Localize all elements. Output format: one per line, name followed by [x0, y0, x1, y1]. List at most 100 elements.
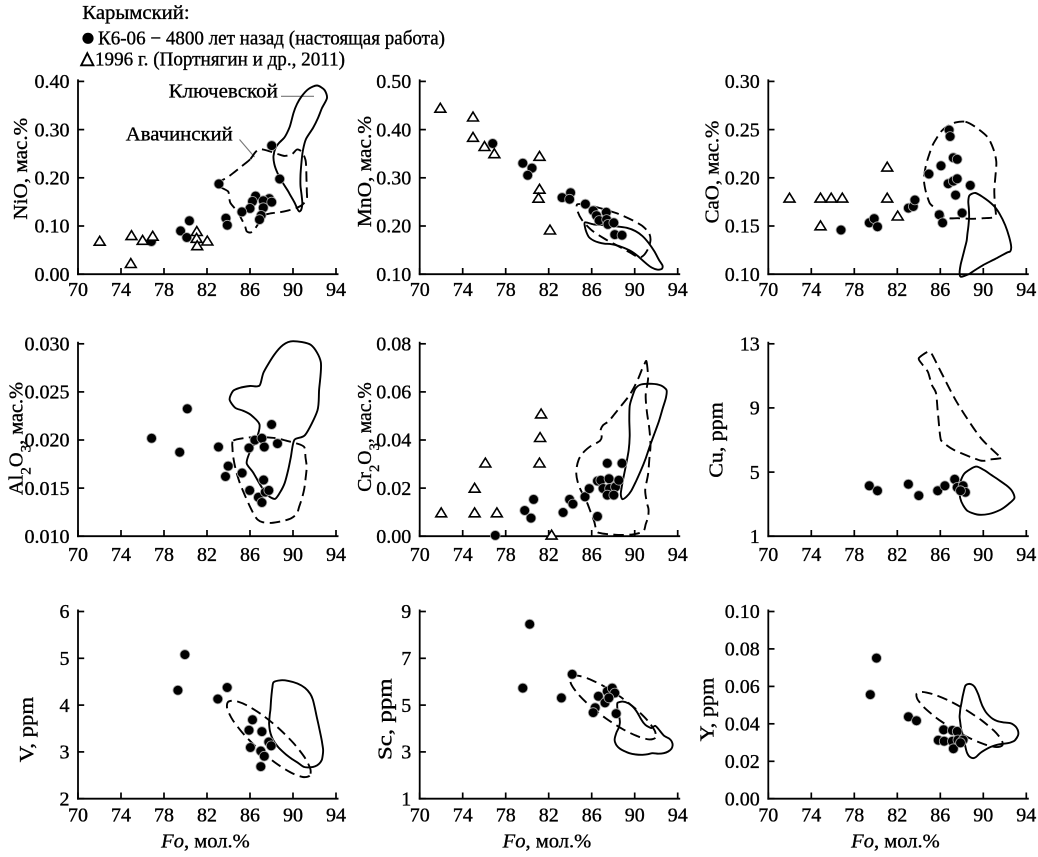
svg-text:Fo, мол.%: Fo, мол.% — [502, 830, 592, 852]
svg-text:90: 90 — [283, 805, 303, 827]
svg-text:90: 90 — [973, 805, 993, 827]
svg-text:Карымский:: Карымский: — [82, 2, 189, 24]
svg-text:0.10: 0.10 — [376, 264, 411, 286]
svg-text:74: 74 — [801, 279, 821, 301]
svg-text:82: 82 — [197, 544, 217, 566]
svg-text:70: 70 — [68, 544, 88, 566]
svg-text:74: 74 — [453, 805, 473, 827]
svg-text:3: 3 — [401, 742, 411, 764]
svg-text:82: 82 — [197, 805, 217, 827]
svg-text:94: 94 — [1016, 279, 1036, 301]
svg-text:94: 94 — [1016, 805, 1036, 827]
svg-text:13: 13 — [740, 334, 760, 356]
svg-text:78: 78 — [844, 805, 864, 827]
svg-text:86: 86 — [240, 544, 260, 566]
svg-text:0.08: 0.08 — [376, 334, 411, 356]
svg-text:70: 70 — [410, 805, 430, 827]
svg-text:70: 70 — [758, 544, 778, 566]
svg-text:82: 82 — [887, 279, 907, 301]
svg-text:0.10: 0.10 — [725, 264, 760, 286]
svg-text:82: 82 — [197, 279, 217, 301]
svg-text:90: 90 — [973, 279, 993, 301]
svg-text:78: 78 — [496, 805, 516, 827]
svg-text:0.20: 0.20 — [376, 216, 411, 238]
svg-text:9: 9 — [401, 601, 411, 623]
svg-text:70: 70 — [410, 544, 430, 566]
svg-text:90: 90 — [625, 279, 645, 301]
svg-text:70: 70 — [68, 279, 88, 301]
svg-text:1: 1 — [401, 788, 411, 810]
svg-text:9: 9 — [750, 398, 760, 420]
svg-text:5: 5 — [750, 462, 760, 484]
svg-text:0.40: 0.40 — [35, 71, 70, 93]
svg-text:70: 70 — [68, 805, 88, 827]
svg-text:0.10: 0.10 — [35, 216, 70, 238]
svg-text:0.02: 0.02 — [376, 478, 411, 500]
svg-text:4: 4 — [60, 695, 70, 717]
svg-text:94: 94 — [668, 279, 688, 301]
svg-text:0.15: 0.15 — [725, 216, 760, 238]
svg-text:78: 78 — [154, 805, 174, 827]
svg-text:94: 94 — [668, 805, 688, 827]
svg-text:78: 78 — [496, 279, 516, 301]
svg-text:0.010: 0.010 — [25, 526, 70, 548]
svg-text:70: 70 — [758, 279, 778, 301]
svg-text:90: 90 — [625, 805, 645, 827]
svg-text:Ключевской: Ключевской — [169, 80, 279, 102]
svg-text:74: 74 — [111, 805, 131, 827]
svg-text:94: 94 — [668, 544, 688, 566]
svg-text:Авачинский: Авачинский — [126, 123, 233, 145]
svg-text:86: 86 — [582, 279, 602, 301]
svg-text:86: 86 — [582, 544, 602, 566]
svg-text:Cu, ppm: Cu, ppm — [706, 402, 728, 478]
svg-text:78: 78 — [496, 544, 516, 566]
svg-text:86: 86 — [930, 805, 950, 827]
svg-text:0.20: 0.20 — [35, 168, 70, 190]
svg-text:К6-06 − 4800 лет назад (настоя: К6-06 − 4800 лет назад (настоящая работа… — [98, 27, 445, 49]
svg-text:90: 90 — [283, 279, 303, 301]
svg-text:74: 74 — [453, 544, 473, 566]
svg-text:94: 94 — [326, 279, 346, 301]
svg-text:90: 90 — [625, 544, 645, 566]
svg-text:MnO, мас.%: MnO, мас.% — [354, 116, 376, 227]
svg-text:Sc, ppm: Sc, ppm — [375, 678, 397, 760]
svg-text:74: 74 — [111, 544, 131, 566]
svg-text:0.20: 0.20 — [725, 168, 760, 190]
svg-text:1: 1 — [750, 526, 760, 548]
svg-text:0.04: 0.04 — [376, 430, 411, 452]
svg-text:74: 74 — [453, 279, 473, 301]
svg-text:0.30: 0.30 — [35, 119, 70, 141]
svg-text:7: 7 — [401, 648, 411, 670]
svg-text:94: 94 — [1016, 544, 1036, 566]
svg-text:Y, ppm: Y, ppm — [697, 677, 719, 741]
svg-text:6: 6 — [60, 601, 70, 623]
svg-text:0.25: 0.25 — [725, 119, 760, 141]
svg-text:86: 86 — [930, 544, 950, 566]
svg-text:86: 86 — [582, 805, 602, 827]
svg-text:82: 82 — [539, 805, 559, 827]
svg-text:70: 70 — [758, 805, 778, 827]
svg-text:0.00: 0.00 — [35, 264, 70, 286]
svg-text:74: 74 — [111, 279, 131, 301]
svg-text:2: 2 — [60, 788, 70, 810]
svg-text:78: 78 — [154, 279, 174, 301]
svg-text:0.30: 0.30 — [725, 71, 760, 93]
svg-text:0.06: 0.06 — [376, 382, 411, 404]
svg-text:0.02: 0.02 — [725, 751, 760, 773]
svg-text:0.025: 0.025 — [25, 382, 70, 404]
svg-text:CaO, мас.%: CaO, мас.% — [702, 121, 724, 224]
svg-text:1996 г. (Портнягин и др., 2011: 1996 г. (Портнягин и др., 2011) — [95, 48, 345, 70]
svg-text:74: 74 — [801, 805, 821, 827]
svg-text:Fo, мол.%: Fo, мол.% — [160, 830, 250, 852]
svg-text:82: 82 — [887, 544, 907, 566]
svg-text:NiO, мас.%: NiO, мас.% — [10, 118, 32, 220]
svg-text:0.08: 0.08 — [725, 639, 760, 661]
svg-text:Fo, мол.%: Fo, мол.% — [850, 830, 940, 852]
svg-text:5: 5 — [60, 648, 70, 670]
svg-text:78: 78 — [154, 544, 174, 566]
svg-text:0.04: 0.04 — [725, 714, 760, 736]
svg-text:82: 82 — [539, 279, 559, 301]
svg-text:82: 82 — [887, 805, 907, 827]
svg-text:0.020: 0.020 — [25, 430, 70, 452]
svg-text:0.06: 0.06 — [725, 676, 760, 698]
